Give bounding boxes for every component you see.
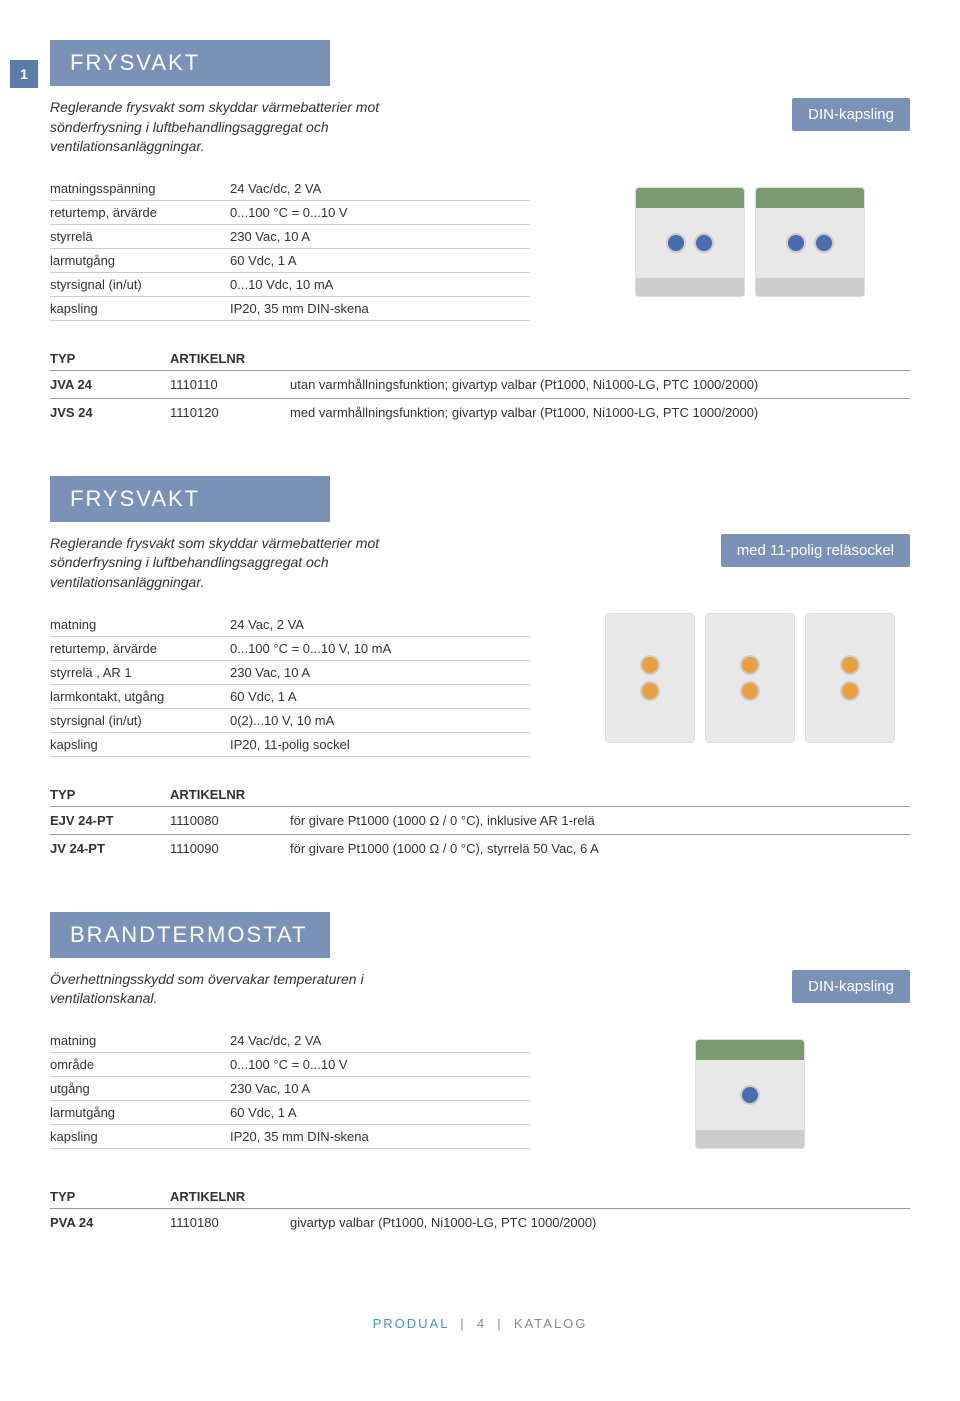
spec-label: styrrelä bbox=[50, 229, 230, 244]
section-title: FRYSVAKT bbox=[50, 476, 330, 522]
footer-sep: | bbox=[460, 1316, 465, 1331]
spec-row: styrsignal (in/ut)0...10 Vdc, 10 mA bbox=[50, 273, 530, 297]
section-badge: DIN-kapsling bbox=[792, 98, 910, 131]
spec-value: IP20, 35 mm DIN-skena bbox=[230, 1129, 530, 1144]
spec-row: utgång230 Vac, 10 A bbox=[50, 1077, 530, 1101]
spec-label: returtemp, ärvärde bbox=[50, 641, 230, 656]
spec-row: returtemp, ärvärde0...100 °C = 0...10 V bbox=[50, 201, 530, 225]
section-title: BRANDTERMOSTAT bbox=[50, 912, 330, 958]
spec-row: styrrelä , AR 1230 Vac, 10 A bbox=[50, 661, 530, 685]
spec-value: 0...10 Vdc, 10 mA bbox=[230, 277, 530, 292]
product-image bbox=[590, 613, 910, 743]
spec-row: styrrelä230 Vac, 10 A bbox=[50, 225, 530, 249]
spec-label: matning bbox=[50, 1033, 230, 1048]
spec-table: matningsspänning24 Vac/dc, 2 VAreturtemp… bbox=[50, 177, 530, 321]
spec-row: matning24 Vac, 2 VA bbox=[50, 613, 530, 637]
product-image bbox=[590, 1029, 910, 1159]
section-description: Reglerande frysvakt som skyddar värmebat… bbox=[50, 534, 430, 593]
spec-row: kapslingIP20, 11-polig sockel bbox=[50, 733, 530, 757]
spec-value: 0...100 °C = 0...10 V bbox=[230, 205, 530, 220]
spec-row: kapslingIP20, 35 mm DIN-skena bbox=[50, 297, 530, 321]
spec-value: 24 Vac/dc, 2 VA bbox=[230, 181, 530, 196]
typ-table: TYPARTIKELNREJV 24-PT1110080för givare P… bbox=[50, 787, 910, 862]
footer-sep: | bbox=[497, 1316, 502, 1331]
section-title: FRYSVAKT bbox=[50, 40, 330, 86]
section-description: Reglerande frysvakt som skyddar värmebat… bbox=[50, 98, 430, 157]
spec-label: styrsignal (in/ut) bbox=[50, 277, 230, 292]
spec-label: kapsling bbox=[50, 737, 230, 752]
typ-row: JVS 241110120med varmhållningsfunktion; … bbox=[50, 398, 910, 426]
product-image bbox=[590, 177, 910, 307]
spec-row: område0...100 °C = 0...10 V bbox=[50, 1053, 530, 1077]
spec-row: larmutgång60 Vdc, 1 A bbox=[50, 249, 530, 273]
spec-label: larmkontakt, utgång bbox=[50, 689, 230, 704]
typ-header: TYPARTIKELNR bbox=[50, 351, 910, 370]
footer-label: KATALOG bbox=[514, 1316, 587, 1331]
spec-row: larmutgång60 Vdc, 1 A bbox=[50, 1101, 530, 1125]
spec-value: 0(2)...10 V, 10 mA bbox=[230, 713, 530, 728]
typ-header: TYPARTIKELNR bbox=[50, 787, 910, 806]
typ-row: EJV 24-PT1110080för givare Pt1000 (1000 … bbox=[50, 806, 910, 834]
spec-label: styrsignal (in/ut) bbox=[50, 713, 230, 728]
typ-header: TYPARTIKELNR bbox=[50, 1189, 910, 1208]
spec-row: matning24 Vac/dc, 2 VA bbox=[50, 1029, 530, 1053]
spec-value: IP20, 35 mm DIN-skena bbox=[230, 301, 530, 316]
spec-label: larmutgång bbox=[50, 1105, 230, 1120]
footer-brand: PRODUAL bbox=[373, 1316, 449, 1331]
spec-row: matningsspänning24 Vac/dc, 2 VA bbox=[50, 177, 530, 201]
spec-label: returtemp, ärvärde bbox=[50, 205, 230, 220]
spec-value: 24 Vac, 2 VA bbox=[230, 617, 530, 632]
spec-value: 60 Vdc, 1 A bbox=[230, 253, 530, 268]
spec-label: område bbox=[50, 1057, 230, 1072]
spec-table: matning24 Vac/dc, 2 VAområde0...100 °C =… bbox=[50, 1029, 530, 1159]
typ-table: TYPARTIKELNRPVA 241110180givartyp valbar… bbox=[50, 1189, 910, 1236]
spec-label: kapsling bbox=[50, 301, 230, 316]
spec-value: 24 Vac/dc, 2 VA bbox=[230, 1033, 530, 1048]
section-badge: med 11-polig reläsockel bbox=[721, 534, 910, 567]
spec-value: 0...100 °C = 0...10 V bbox=[230, 1057, 530, 1072]
spec-label: matning bbox=[50, 617, 230, 632]
spec-label: utgång bbox=[50, 1081, 230, 1096]
spec-label: styrrelä , AR 1 bbox=[50, 665, 230, 680]
typ-row: JV 24-PT1110090för givare Pt1000 (1000 Ω… bbox=[50, 834, 910, 862]
spec-row: returtemp, ärvärde0...100 °C = 0...10 V,… bbox=[50, 637, 530, 661]
spec-table: matning24 Vac, 2 VAreturtemp, ärvärde0..… bbox=[50, 613, 530, 757]
typ-row: PVA 241110180givartyp valbar (Pt1000, Ni… bbox=[50, 1208, 910, 1236]
page-number: 1 bbox=[10, 60, 38, 88]
spec-value: 0...100 °C = 0...10 V, 10 mA bbox=[230, 641, 530, 656]
spec-row: larmkontakt, utgång60 Vdc, 1 A bbox=[50, 685, 530, 709]
spec-label: larmutgång bbox=[50, 253, 230, 268]
spec-value: 230 Vac, 10 A bbox=[230, 229, 530, 244]
spec-label: matningsspänning bbox=[50, 181, 230, 196]
typ-table: TYPARTIKELNRJVA 241110110utan varmhållni… bbox=[50, 351, 910, 426]
section-description: Överhettningsskydd som övervakar tempera… bbox=[50, 970, 430, 1009]
page-footer: PRODUAL | 4 | KATALOG bbox=[50, 1286, 910, 1361]
spec-row: styrsignal (in/ut)0(2)...10 V, 10 mA bbox=[50, 709, 530, 733]
spec-label: kapsling bbox=[50, 1129, 230, 1144]
spec-value: IP20, 11-polig sockel bbox=[230, 737, 530, 752]
spec-value: 230 Vac, 10 A bbox=[230, 1081, 530, 1096]
typ-row: JVA 241110110utan varmhållningsfunktion;… bbox=[50, 370, 910, 398]
footer-page: 4 bbox=[477, 1316, 486, 1331]
section-badge: DIN-kapsling bbox=[792, 970, 910, 1003]
spec-value: 60 Vdc, 1 A bbox=[230, 1105, 530, 1120]
spec-row: kapslingIP20, 35 mm DIN-skena bbox=[50, 1125, 530, 1149]
spec-value: 60 Vdc, 1 A bbox=[230, 689, 530, 704]
spec-value: 230 Vac, 10 A bbox=[230, 665, 530, 680]
